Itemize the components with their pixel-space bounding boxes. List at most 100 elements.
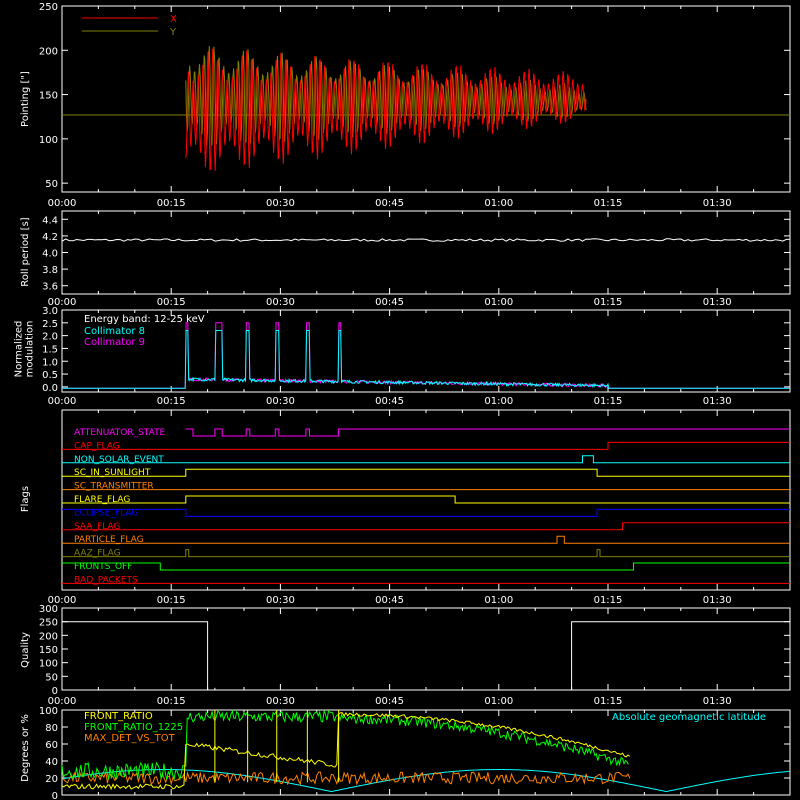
quality-ytick-label: 150 <box>39 645 58 656</box>
flag-label-sc_transmitter: SC_TRANSMITTER <box>74 482 154 492</box>
flag-label-saa_flag: SAA_FLAG <box>74 522 120 532</box>
ratios-ytick-label: 0 <box>52 791 58 800</box>
modulation-xtick-label: 00:30 <box>266 396 295 407</box>
ratios-ytick-label: 60 <box>45 740 58 751</box>
roll-ytick-label: 4.0 <box>42 249 58 260</box>
modulation-xtick-label: 01:30 <box>703 396 732 407</box>
quality-xtick-label: 00:15 <box>157 696 186 707</box>
pointing-ylabel: Pointing ["] <box>20 71 31 127</box>
roll-ylabel: Roll period [s] <box>20 217 31 286</box>
flag-line-fronts_off <box>62 562 790 571</box>
flag-label-attenuator_state: ATTENUATOR_STATE <box>74 428 166 438</box>
quality-xtick-label: 01:00 <box>484 696 513 707</box>
roll-xtick-label: 00:30 <box>266 297 295 308</box>
pointing-legend-label-x: X <box>170 14 177 25</box>
modulation-ylabel: modulation <box>25 321 36 378</box>
quality-ylabel: Quality <box>20 632 31 668</box>
ratios-ytick-label: 40 <box>45 757 58 768</box>
roll-period-line <box>61 238 791 242</box>
ratios-ytick-label: 100 <box>39 706 58 717</box>
roll-ytick-label: 3.6 <box>42 282 58 293</box>
roll-xtick-label: 00:45 <box>375 297 404 308</box>
modulation-ytick-label: 2.0 <box>42 332 58 343</box>
quality-ytick-label: 300 <box>39 604 58 615</box>
flag-line-non_solar_event <box>62 455 790 464</box>
flag-label-particle_flag: PARTICLE_FLAG <box>74 535 144 545</box>
quality-xtick-label: 00:30 <box>266 696 295 707</box>
modulation-xtick-label: 00:15 <box>157 396 186 407</box>
ratios-legend-max_det_vs_tot: MAX_DET_VS_TOT <box>84 733 176 744</box>
pointing-xtick-label: 00:00 <box>48 198 77 209</box>
quality-line <box>62 621 790 691</box>
ratios-series-geomagnetic-latitude <box>61 769 791 793</box>
flags-xtick-label: 00:45 <box>375 595 404 606</box>
flag-label-fronts_off: FRONTS_OFF <box>74 562 132 572</box>
pointing-xtick-label: 00:45 <box>375 198 404 209</box>
pointing-xtick-label: 01:30 <box>703 198 732 209</box>
flag-label-eclipse_flag: ECLIPSE_FLAG <box>74 508 138 518</box>
pointing-legend-label-y: Y <box>169 27 177 38</box>
roll-xtick-label: 00:00 <box>48 297 77 308</box>
flag-line-sc_in_sunlight <box>62 468 790 477</box>
modulation-ytick-label: 0.5 <box>42 370 58 381</box>
quality-xtick-label: 01:15 <box>594 696 623 707</box>
modulation-ytick-label: 0.0 <box>42 383 58 394</box>
flags-xtick-label: 00:00 <box>48 595 77 606</box>
flags-xtick-label: 01:30 <box>703 595 732 606</box>
flag-line-flare_flag <box>62 495 790 504</box>
modulation-legend-collimator-9: Collimator 9 <box>84 337 145 348</box>
roll-ytick-label: 4.2 <box>42 232 58 243</box>
pointing-xtick-label: 00:30 <box>266 198 295 209</box>
pointing-ytick-label: 150 <box>39 91 58 102</box>
quality-ytick-label: 0 <box>52 686 58 697</box>
roll-xtick-label: 00:15 <box>157 297 186 308</box>
quality-xtick-label: 00:00 <box>48 696 77 707</box>
quality-ytick-label: 100 <box>39 659 58 670</box>
modulation-ytick-label: 1.5 <box>42 344 58 355</box>
roll-xtick-label: 01:00 <box>484 297 513 308</box>
flag-label-bad_packets: BAD_PACKETS <box>74 575 138 585</box>
pointing-xtick-label: 01:00 <box>484 198 513 209</box>
flags-xtick-label: 01:00 <box>484 595 513 606</box>
pointing-series-x <box>185 48 587 171</box>
ratios-series-front-ratio-1225 <box>61 709 629 781</box>
flag-label-flare_flag: FLARE_FLAG <box>74 495 130 505</box>
flags-ylabel: Flags <box>20 486 31 512</box>
pointing-ytick-label: 100 <box>39 135 58 146</box>
ratios-legend-geomagnetic-latitude: Absolute geomagnetic latitude <box>612 712 766 723</box>
pointing-ytick-label: 250 <box>39 2 58 13</box>
modulation-series-collimator-8 <box>62 330 790 389</box>
flag-label-cap_flag: CAP_FLAG <box>74 441 120 451</box>
ratios-ytick-label: 20 <box>45 774 58 785</box>
flag-line-eclipse_flag <box>62 508 790 517</box>
modulation-xtick-label: 01:15 <box>594 396 623 407</box>
ratios-series-max-det-vs-tot <box>61 770 631 786</box>
ratios-series-front-ratio <box>61 711 631 791</box>
flag-label-aaz_flag: AAZ_FLAG <box>74 549 121 559</box>
pointing-xtick-label: 01:15 <box>594 198 623 209</box>
quality-xtick-label: 00:45 <box>375 696 404 707</box>
flag-line-particle_flag <box>62 535 790 544</box>
modulation-ylabel: Normalized <box>14 321 25 378</box>
pointing-ytick-label: 200 <box>39 46 58 57</box>
flag-line-aaz_flag <box>62 549 790 558</box>
flags-xtick-label: 00:15 <box>157 595 186 606</box>
quality-ytick-label: 200 <box>39 631 58 642</box>
modulation-ytick-label: 1.0 <box>42 357 58 368</box>
ratios-legend-front_ratio_1225: FRONT_RATIO_1225 <box>84 722 183 733</box>
roll-xtick-label: 01:15 <box>594 297 623 308</box>
pointing-ytick-label: 50 <box>45 179 58 190</box>
roll-xtick-label: 01:30 <box>703 297 732 308</box>
roll-ytick-label: 4.4 <box>42 215 58 226</box>
pointing-xtick-label: 00:15 <box>157 198 186 209</box>
quality-xtick-label: 01:30 <box>703 696 732 707</box>
modulation-xtick-label: 00:45 <box>375 396 404 407</box>
roll-ytick-label: 3.8 <box>42 265 58 276</box>
quality-ytick-label: 50 <box>45 672 58 683</box>
modulation-ytick-label: 2.5 <box>42 319 58 330</box>
quality-ytick-label: 250 <box>39 618 58 629</box>
ratios-legend-front_ratio: FRONT_RATIO <box>84 711 153 722</box>
flags-xtick-label: 00:30 <box>266 595 295 606</box>
